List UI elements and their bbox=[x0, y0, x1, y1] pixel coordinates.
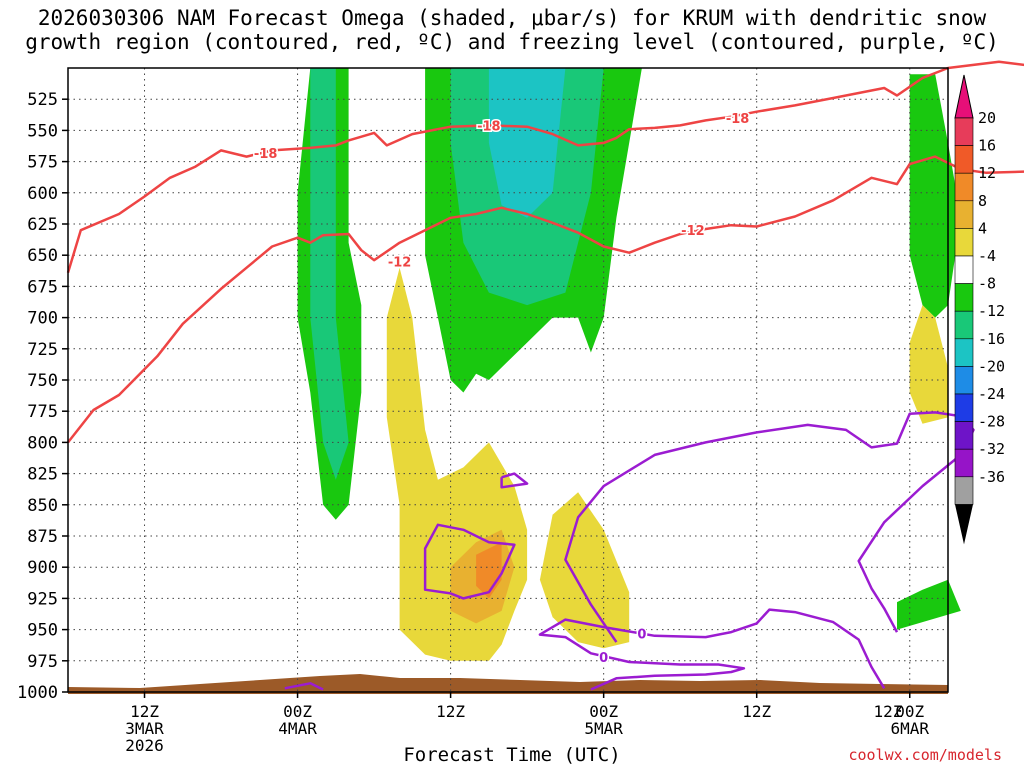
y-tick-label-525: 525 bbox=[27, 90, 58, 110]
x-tick-label-24-1: 4MAR bbox=[278, 719, 317, 738]
y-tick-label-950: 950 bbox=[27, 621, 58, 641]
x-tick-label-12-2: 2026 bbox=[125, 736, 164, 755]
contour-label-0-1: -18 bbox=[477, 119, 501, 134]
contour-line-2 bbox=[538, 608, 886, 691]
colorbar-segment-3 bbox=[954, 200, 974, 229]
colorbar-segment-1 bbox=[954, 145, 974, 174]
x-tick-label-48-0: 00Z bbox=[589, 702, 618, 721]
credit-link[interactable]: coolwx.com/models bbox=[848, 746, 1002, 764]
colorbar-label-12: -32 bbox=[978, 440, 1005, 458]
x-tick-label-60-0: 12Z bbox=[742, 702, 771, 721]
x-tick-label-72-0: 00Z bbox=[895, 702, 924, 721]
contour-line-6 bbox=[500, 472, 529, 489]
colorbar-label-0: 20 bbox=[978, 109, 996, 127]
terrain-ground bbox=[68, 674, 948, 694]
y-tick-label-625: 625 bbox=[27, 215, 58, 235]
colorbar-segment-13 bbox=[954, 476, 974, 505]
contour-line-4 bbox=[423, 523, 516, 600]
x-tick-label-84-0: 12Z bbox=[874, 702, 903, 721]
colorbar-segment-12 bbox=[954, 448, 974, 478]
y-tick-label-1000: 1000 bbox=[17, 683, 58, 703]
contour-label-2-0: 0 bbox=[599, 651, 608, 666]
colorbar-segment-5 bbox=[954, 255, 974, 284]
colorbar-label-11: -28 bbox=[978, 413, 1005, 431]
colorbar-segment-8 bbox=[954, 338, 974, 367]
omega-region-9 bbox=[909, 305, 948, 424]
contour-label-0-2: -18 bbox=[726, 112, 750, 127]
omega-region-4 bbox=[310, 68, 349, 480]
colorbar-segment-6 bbox=[954, 283, 974, 312]
colorbar-label-7: -12 bbox=[978, 302, 1005, 320]
colorbar-label-6: -8 bbox=[978, 275, 996, 293]
colorbar-segment-7 bbox=[954, 310, 974, 340]
y-tick-label-550: 550 bbox=[27, 121, 58, 141]
y-tick-label-900: 900 bbox=[27, 558, 58, 578]
contour-line-1 bbox=[67, 155, 1024, 444]
x-tick-label-12-0: 12Z bbox=[130, 702, 159, 721]
omega-region-6 bbox=[488, 68, 566, 218]
omega-region-8 bbox=[539, 492, 630, 649]
x-tick-label-12-1: 3MAR bbox=[125, 719, 164, 738]
chart-title-line-2: growth region (contoured, red, ºC) and f… bbox=[25, 30, 999, 54]
colorbar-label-10: -24 bbox=[978, 385, 1005, 403]
colorbar-segment-11 bbox=[954, 421, 974, 450]
colorbar-segment-10 bbox=[954, 393, 974, 422]
y-tick-label-650: 650 bbox=[27, 246, 58, 266]
y-tick-label-725: 725 bbox=[27, 340, 58, 360]
omega-region-3 bbox=[897, 579, 961, 630]
colorbar-bottom-arrow bbox=[955, 504, 973, 545]
contour-label-2-1: 0 bbox=[637, 627, 646, 642]
y-tick-label-925: 925 bbox=[27, 589, 58, 609]
y-tick-label-825: 825 bbox=[27, 465, 58, 485]
x-tick-label-48-1: 5MAR bbox=[584, 719, 623, 738]
colorbar-label-1: 16 bbox=[978, 137, 996, 155]
colorbar-label-8: -16 bbox=[978, 330, 1005, 348]
y-tick-label-675: 675 bbox=[27, 277, 58, 297]
y-tick-label-875: 875 bbox=[27, 527, 58, 547]
colorbar-segment-2 bbox=[954, 172, 974, 202]
x-tick-label-72-1: 6MAR bbox=[890, 719, 929, 738]
colorbar-label-13: -36 bbox=[978, 468, 1005, 486]
contour-line-5 bbox=[284, 682, 324, 691]
contour-line-3 bbox=[564, 411, 975, 643]
colorbar-segment-0 bbox=[954, 117, 974, 146]
colorbar-label-2: 12 bbox=[978, 164, 996, 182]
y-tick-label-575: 575 bbox=[27, 153, 58, 173]
colorbar-label-3: 8 bbox=[978, 192, 987, 210]
y-tick-label-700: 700 bbox=[27, 309, 58, 329]
omega-region-2 bbox=[909, 74, 961, 318]
colorbar-label-5: -4 bbox=[978, 247, 996, 265]
y-tick-label-800: 800 bbox=[27, 433, 58, 453]
colorbar-label-9: -20 bbox=[978, 357, 1005, 375]
colorbar-segment-9 bbox=[954, 366, 974, 395]
contour-label-1-1: -12 bbox=[681, 224, 705, 239]
contour-line-0 bbox=[66, 60, 1024, 274]
chart-title-line-1: 2026030306 NAM Forecast Omega (shaded, μ… bbox=[37, 6, 987, 30]
y-tick-label-775: 775 bbox=[27, 402, 58, 422]
y-tick-label-600: 600 bbox=[27, 184, 58, 204]
x-tick-label-36-0: 12Z bbox=[436, 702, 465, 721]
colorbar-label-4: 4 bbox=[978, 219, 987, 237]
colorbar-top-arrow bbox=[954, 74, 974, 119]
y-tick-label-850: 850 bbox=[27, 496, 58, 516]
x-axis-label: Forecast Time (UTC) bbox=[403, 744, 621, 766]
y-tick-label-975: 975 bbox=[27, 652, 58, 672]
contour-label-0-0: -18 bbox=[254, 147, 278, 162]
colorbar-segment-4 bbox=[954, 228, 974, 257]
x-tick-label-24-0: 00Z bbox=[283, 702, 312, 721]
contour-label-1-0: -12 bbox=[388, 255, 412, 270]
y-tick-label-750: 750 bbox=[27, 371, 58, 391]
